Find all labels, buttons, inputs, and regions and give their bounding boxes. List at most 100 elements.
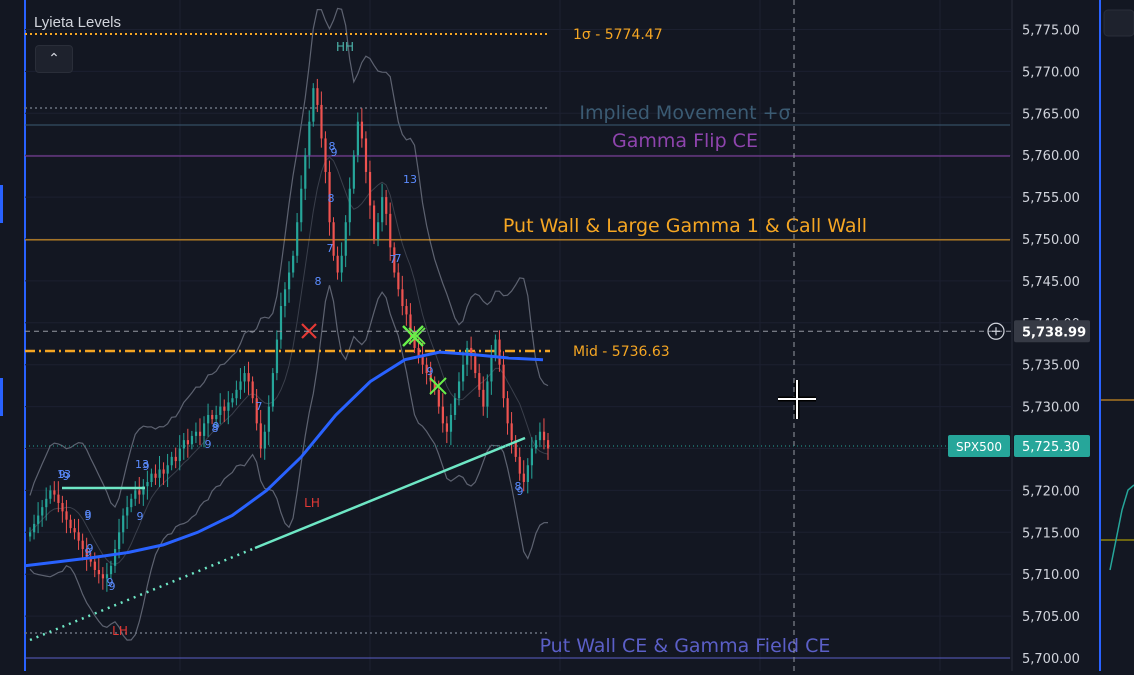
candle-body (61, 502, 64, 512)
pivot-label: LH (112, 624, 128, 638)
candle-body (162, 469, 165, 474)
candle-body (494, 339, 497, 357)
count-label: 9 (63, 470, 70, 483)
candle-body (33, 523, 36, 533)
crosshair-price: 5,738.99 (1022, 325, 1086, 340)
count-label: 8 (515, 480, 522, 493)
candle-body (223, 406, 226, 411)
count-label: 9 (517, 485, 524, 498)
candle-body (433, 381, 436, 390)
candle-body (518, 456, 521, 474)
candle-body (37, 515, 40, 524)
count-label: 8 (329, 140, 336, 153)
candle-body (429, 373, 432, 382)
candle-body (65, 511, 68, 520)
candle-body (49, 490, 52, 499)
y-tick-label: 5,745.00 (1022, 275, 1080, 290)
candle-body (389, 213, 392, 248)
y-tick-label: 5,750.00 (1022, 233, 1080, 248)
count-label: 8 (315, 275, 322, 288)
candle-body (377, 222, 380, 239)
candle-body (194, 431, 198, 436)
count-label: 7 (327, 242, 334, 255)
count-label: 13 (57, 468, 71, 481)
neighbour-button (1103, 9, 1134, 37)
bollinger-bands (29, 7, 549, 641)
candle-body (239, 381, 242, 390)
candle-body (207, 414, 210, 424)
grid (25, 0, 1012, 671)
count-label: 9 (205, 438, 212, 451)
candle-body (150, 473, 153, 483)
candle-body (474, 356, 477, 374)
candle-body (437, 389, 440, 407)
candle-body (292, 255, 295, 273)
level-label: Mid - 5736.63 (573, 344, 670, 360)
candle-body (324, 138, 327, 172)
candle-body (138, 490, 141, 495)
candle-body (97, 570, 100, 575)
pivot-label: HH (336, 40, 354, 54)
y-tick-label: 5,735.00 (1022, 359, 1080, 374)
candle-body (45, 498, 48, 508)
neighbour-price (1109, 484, 1134, 571)
candle-body (69, 519, 72, 529)
candle-body (364, 138, 368, 172)
candle-body (320, 104, 323, 139)
candle-body (417, 347, 420, 357)
y-tick-label: 5,710.00 (1022, 568, 1080, 583)
count-label: 9 (59, 468, 66, 481)
add-alert-icon (987, 322, 1005, 340)
count-label: 7 (256, 400, 263, 413)
candle-body (502, 364, 505, 399)
y-tick-label: 5,760.00 (1022, 149, 1080, 164)
candle-body (457, 381, 461, 399)
band-middle (29, 156, 549, 565)
candle-body (352, 155, 355, 189)
count-label: 9 (87, 542, 94, 555)
count-label: 13 (135, 458, 149, 471)
y-tick-label: 5,775.00 (1022, 24, 1080, 39)
candle-body (385, 197, 388, 214)
candle-body (81, 540, 84, 550)
candle-body (522, 473, 525, 483)
candle-body (77, 532, 80, 541)
count-label: 9 (213, 420, 220, 433)
last-price-tag (1014, 434, 1090, 457)
candle-body (421, 356, 424, 365)
candle-body (186, 440, 190, 445)
candle-body (490, 356, 493, 382)
candle-body (174, 456, 177, 462)
count-label: 9 (85, 508, 92, 521)
candle-body (393, 247, 396, 273)
candle-body (215, 414, 218, 420)
candle-body (130, 498, 133, 508)
candle-body (356, 121, 359, 156)
candle-body (89, 557, 92, 562)
candle-body (466, 347, 469, 365)
count-label: 7 (395, 252, 402, 265)
candle-body (409, 314, 412, 332)
candle-body (372, 205, 376, 239)
candle-body (182, 440, 185, 449)
candle-body (542, 431, 546, 441)
count-label: 9 (107, 576, 114, 589)
count-label: 7 (390, 253, 397, 266)
candle-body (312, 88, 315, 122)
candle-body (235, 389, 238, 399)
candle-body (170, 456, 173, 466)
vwap-path (24, 350, 544, 568)
candle-body (510, 423, 513, 441)
candle-body (336, 255, 339, 273)
buy-marker (402, 325, 424, 347)
band-lower (29, 285, 549, 641)
price-axis[interactable]: 5,775.00 5,770.00 5,765.00 5,760.00 5,755.00… (948, 9, 1134, 667)
left-accent-2 (0, 378, 3, 416)
candle-body (85, 549, 88, 558)
level-label: Put Wall CE & Gamma Field CE (540, 635, 831, 657)
candle-body (425, 364, 428, 374)
chevron-up-icon[interactable]: ⌃ (35, 45, 73, 73)
candle-body (360, 121, 364, 139)
indicator-title[interactable]: Lyieta Levels (34, 14, 121, 31)
